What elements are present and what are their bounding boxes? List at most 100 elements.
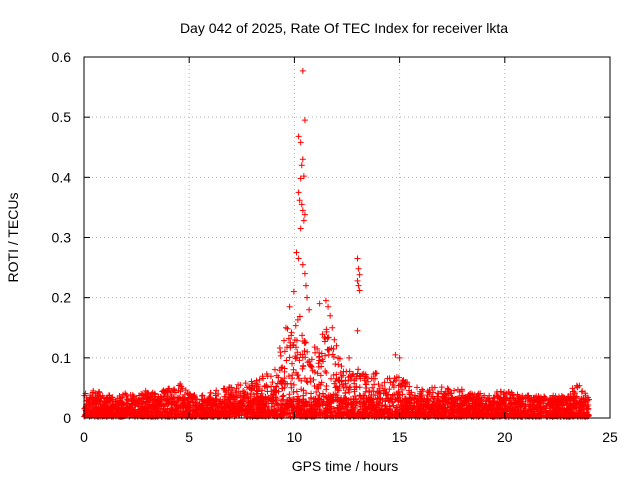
data-point <box>376 385 383 392</box>
data-point <box>263 398 270 405</box>
data-point <box>344 409 351 416</box>
data-point <box>392 411 399 418</box>
data-point <box>117 401 124 408</box>
data-point <box>341 395 348 402</box>
data-point <box>278 378 285 385</box>
data-point <box>290 366 297 373</box>
data-point <box>273 400 280 407</box>
data-point <box>485 396 492 403</box>
data-point <box>346 389 353 396</box>
data-point <box>300 173 307 180</box>
data-point <box>241 394 248 401</box>
data-point <box>334 385 341 392</box>
data-point <box>404 379 411 386</box>
data-point <box>233 388 240 395</box>
data-point <box>391 396 398 403</box>
data-point <box>482 402 489 409</box>
data-point <box>328 409 335 416</box>
data-point <box>318 363 325 370</box>
data-point <box>432 401 439 408</box>
data-point <box>141 391 148 398</box>
data-point <box>362 388 369 395</box>
data-point <box>329 324 336 331</box>
data-point <box>271 366 278 373</box>
data-point <box>183 411 190 418</box>
data-point <box>543 409 550 416</box>
data-point <box>206 407 213 414</box>
data-point <box>334 404 341 411</box>
data-point <box>221 385 228 392</box>
data-point <box>333 342 340 349</box>
data-point <box>134 409 141 416</box>
data-point <box>297 175 304 182</box>
data-point <box>273 383 280 390</box>
data-point <box>144 389 151 396</box>
data-point <box>294 372 301 379</box>
data-point <box>85 405 92 412</box>
data-point <box>562 407 569 414</box>
data-point <box>303 378 310 385</box>
data-point <box>524 397 531 404</box>
data-point <box>352 405 359 412</box>
data-point <box>295 396 302 403</box>
data-point <box>169 400 176 407</box>
data-point <box>237 382 244 389</box>
data-point <box>316 392 323 399</box>
data-point <box>403 402 410 409</box>
data-point <box>455 404 462 411</box>
data-point <box>368 391 375 398</box>
data-point <box>293 249 300 256</box>
data-point <box>327 312 334 319</box>
data-point <box>392 351 399 358</box>
data-point <box>310 376 317 383</box>
data-point <box>456 413 463 420</box>
data-point <box>580 411 587 418</box>
data-point <box>382 386 389 393</box>
data-point <box>348 400 355 407</box>
data-point <box>325 401 332 408</box>
data-point <box>309 411 316 418</box>
data-point <box>342 403 349 410</box>
data-point <box>299 156 306 163</box>
data-point <box>109 396 116 403</box>
data-point <box>286 354 293 361</box>
data-point <box>366 387 373 394</box>
data-point <box>497 405 504 412</box>
data-point <box>292 353 299 360</box>
data-point <box>301 270 308 277</box>
data-point <box>190 398 197 405</box>
data-point <box>369 384 376 391</box>
data-point <box>240 397 247 404</box>
data-point <box>239 400 246 407</box>
data-point <box>191 413 198 420</box>
data-point <box>317 372 324 379</box>
data-point <box>145 411 152 418</box>
data-point <box>92 408 99 415</box>
data-point <box>120 410 127 417</box>
data-point <box>443 394 450 401</box>
data-point <box>259 387 266 394</box>
data-point <box>381 379 388 386</box>
data-point <box>356 392 363 399</box>
data-point <box>395 388 402 395</box>
data-point <box>182 387 189 394</box>
data-point <box>97 404 104 411</box>
data-point <box>510 394 517 401</box>
data-point <box>578 388 585 395</box>
y-tick-label: 0.5 <box>52 109 72 125</box>
data-point <box>319 356 326 363</box>
data-point <box>314 384 321 391</box>
data-point <box>315 402 322 409</box>
data-point <box>182 396 189 403</box>
x-tick-label: 20 <box>497 429 513 445</box>
data-point <box>244 391 251 398</box>
data-point <box>304 348 311 355</box>
data-point <box>494 409 501 416</box>
data-point <box>204 400 211 407</box>
data-point <box>179 385 186 392</box>
data-point <box>253 377 260 384</box>
data-point <box>451 387 458 394</box>
data-point <box>391 391 398 398</box>
data-point <box>548 398 555 405</box>
data-point <box>251 399 258 406</box>
